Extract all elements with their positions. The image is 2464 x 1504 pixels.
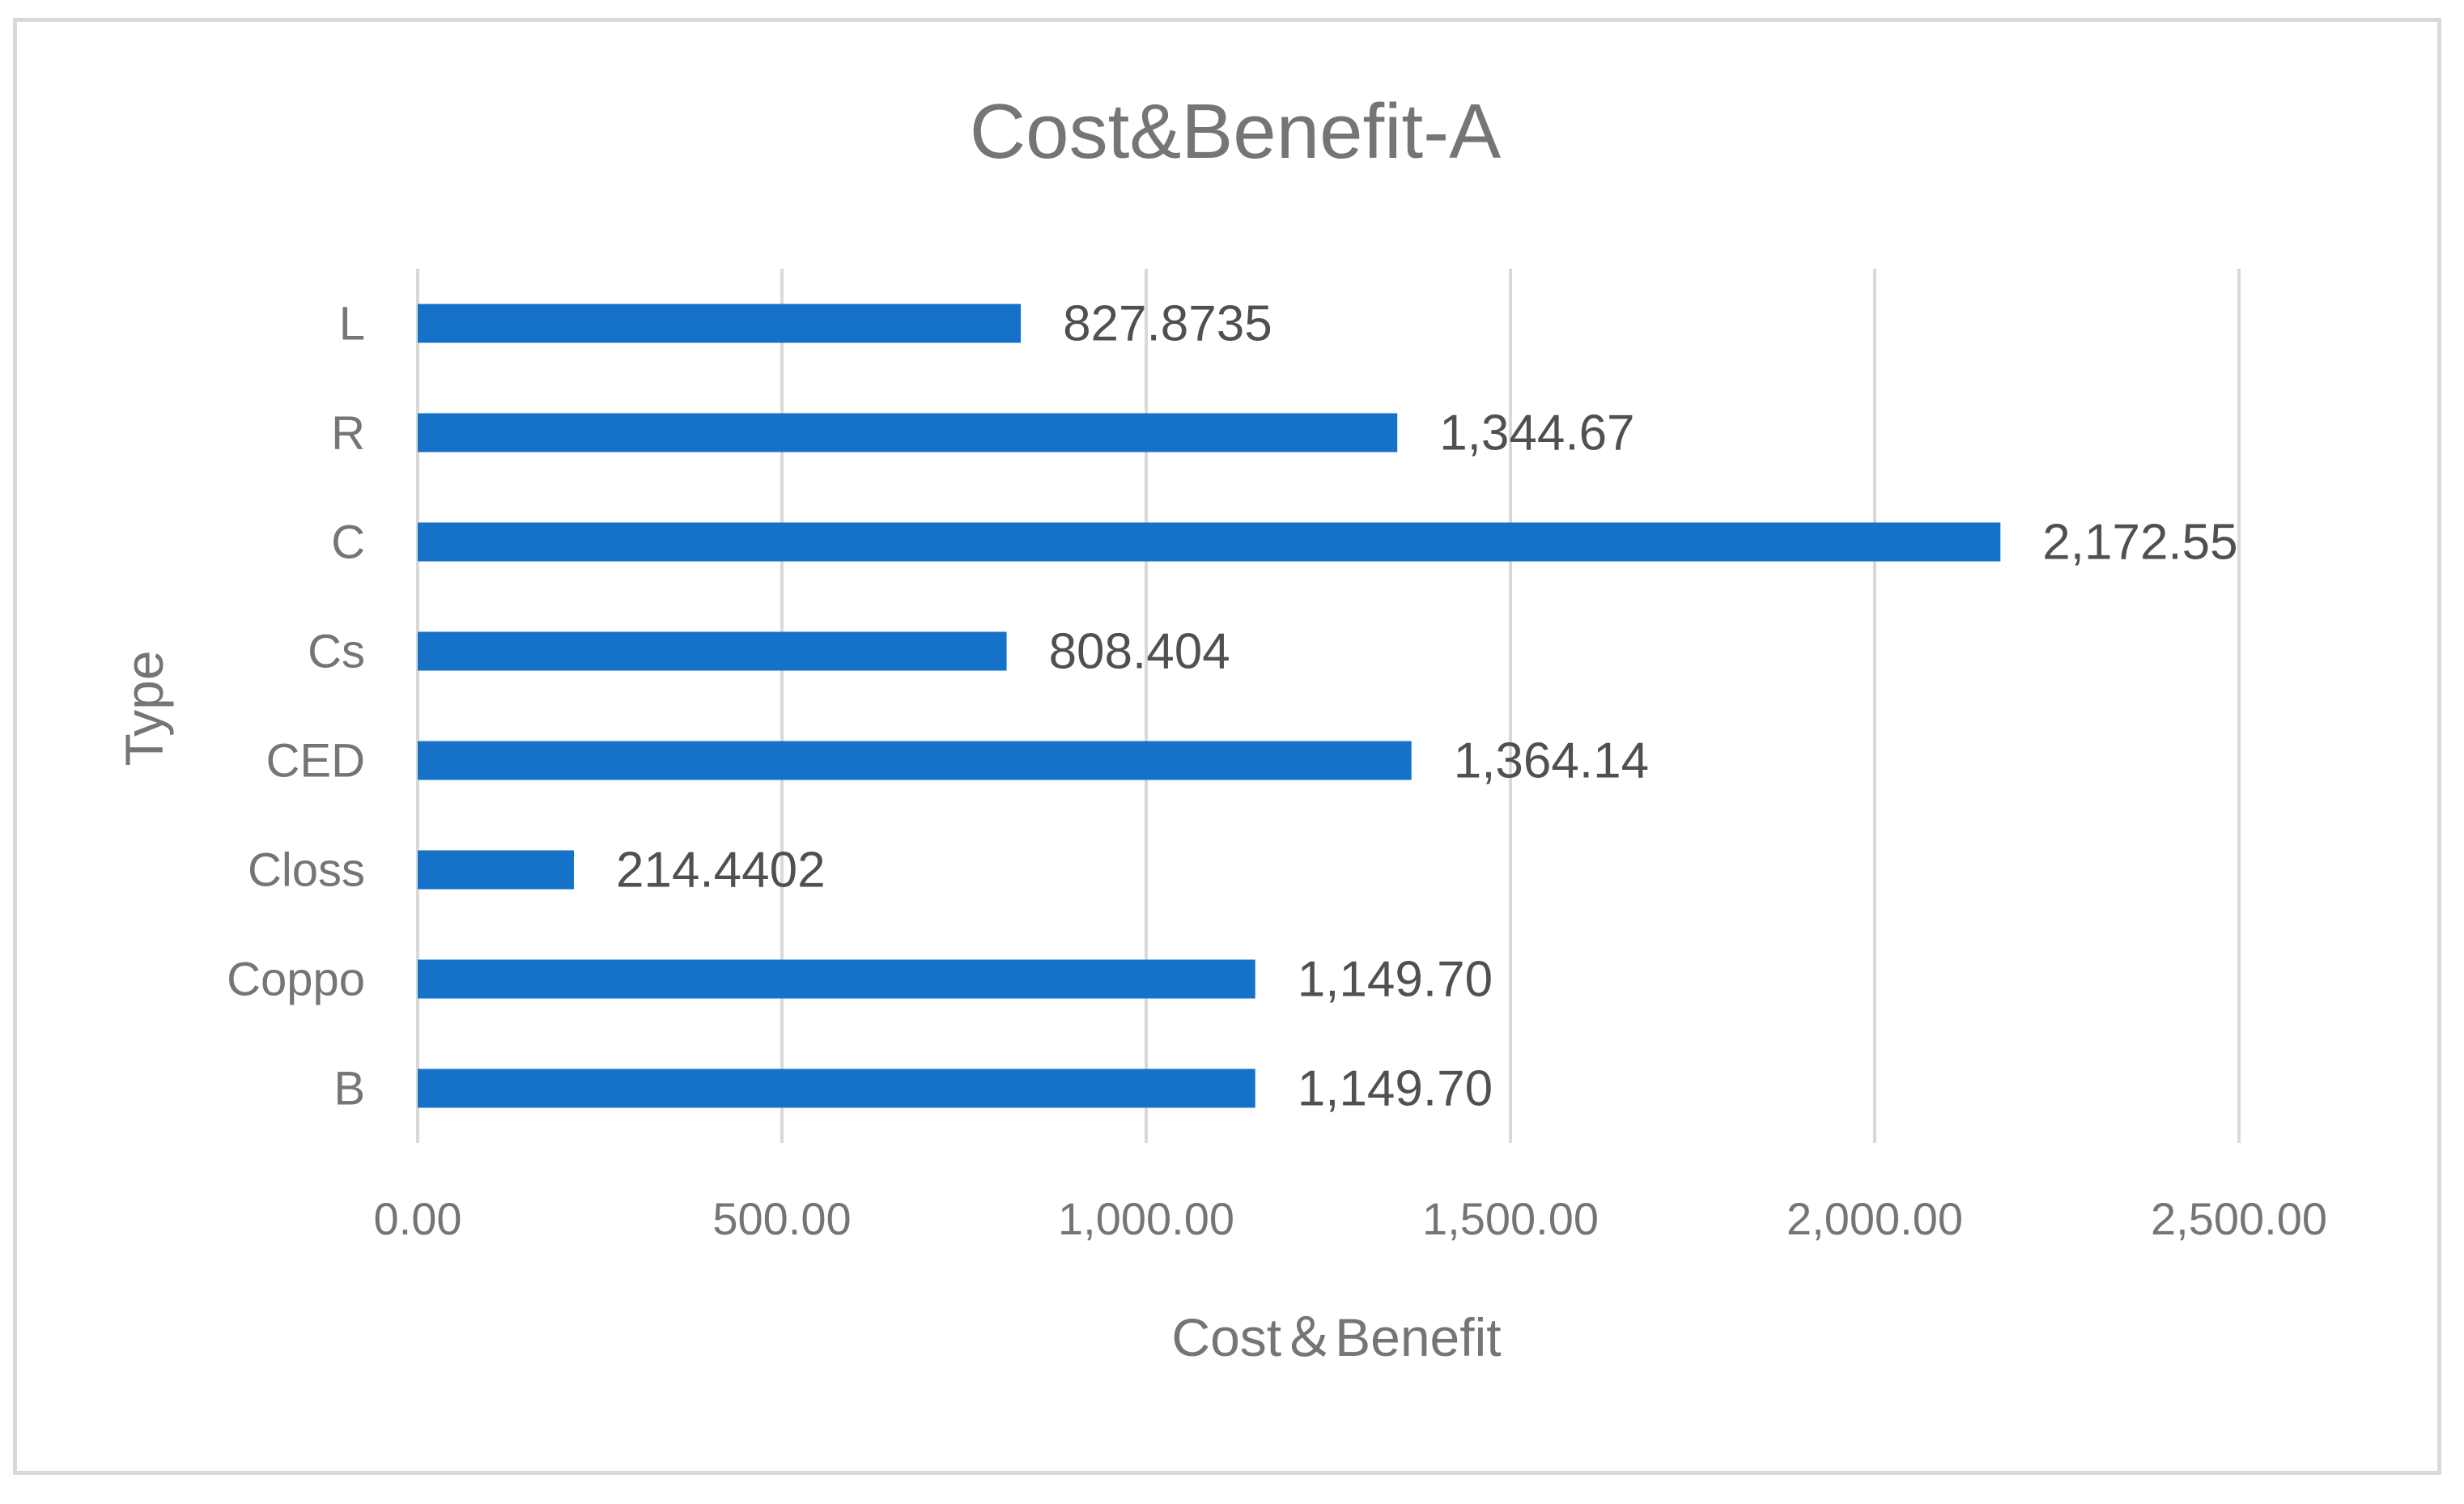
category-label: Coppo [227, 954, 365, 1006]
bar [418, 741, 1412, 780]
category-labels: L R C Cs CED Closs Coppo B [227, 298, 365, 1115]
category-label: Closs [248, 844, 365, 897]
bar-chart: Cost&Benefit-A 827.87351,344.672,172.558… [114, 88, 2327, 1367]
x-tick-label: 1,000.00 [1058, 1193, 1234, 1244]
x-tick-label: 2,000.00 [1786, 1193, 1963, 1244]
bar [418, 304, 1022, 343]
category-label: L [339, 298, 365, 351]
category-label: CED [266, 735, 365, 788]
bars [418, 304, 2001, 1108]
data-labels: 827.8735 1,344.67 2,172.55 808.404 1,364.14 2… [616, 296, 2238, 1117]
data-label: 827.8735 [1063, 296, 1272, 352]
bar [418, 1069, 1255, 1108]
chart-frame: Cost&Benefit-A 827.8735 1,344.67 2,172.55 8… [13, 18, 2441, 1475]
data-label: 1,149.70 [1298, 1061, 1493, 1117]
category-label: R [331, 407, 365, 460]
bar [418, 522, 2001, 562]
x-tick-label: 2,500.00 [2151, 1193, 2327, 1244]
gridlines [416, 269, 2241, 1143]
category-label: B [333, 1063, 365, 1115]
bar [418, 631, 1007, 671]
data-label: 1,364.14 [1454, 733, 1649, 789]
data-label: 1,149.70 [1298, 952, 1493, 1008]
category-label: Cs [308, 626, 365, 678]
category-label: C [331, 516, 365, 569]
x-tick-label: 500.00 [712, 1193, 851, 1244]
chart-title: Cost&Benefit-A [970, 88, 1501, 175]
x-tick-labels: 0.00 500.00 1,000.00 1,500.00 2,000.00 2,500.… [374, 1193, 2327, 1244]
x-tick-label: 1,500.00 [1422, 1193, 1599, 1244]
y-axis-title: Type [114, 650, 174, 766]
bar [418, 850, 574, 890]
x-axis-title: Cost＆Benefit [1171, 1307, 1501, 1367]
data-label: 214.4402 [616, 843, 826, 899]
data-label: 1,344.67 [1439, 406, 1634, 461]
bar [418, 959, 1255, 999]
data-label: 2,172.55 [2042, 515, 2237, 571]
data-label: 808.404 [1049, 624, 1230, 680]
bar [418, 413, 1398, 452]
x-tick-label: 0.00 [374, 1193, 462, 1244]
